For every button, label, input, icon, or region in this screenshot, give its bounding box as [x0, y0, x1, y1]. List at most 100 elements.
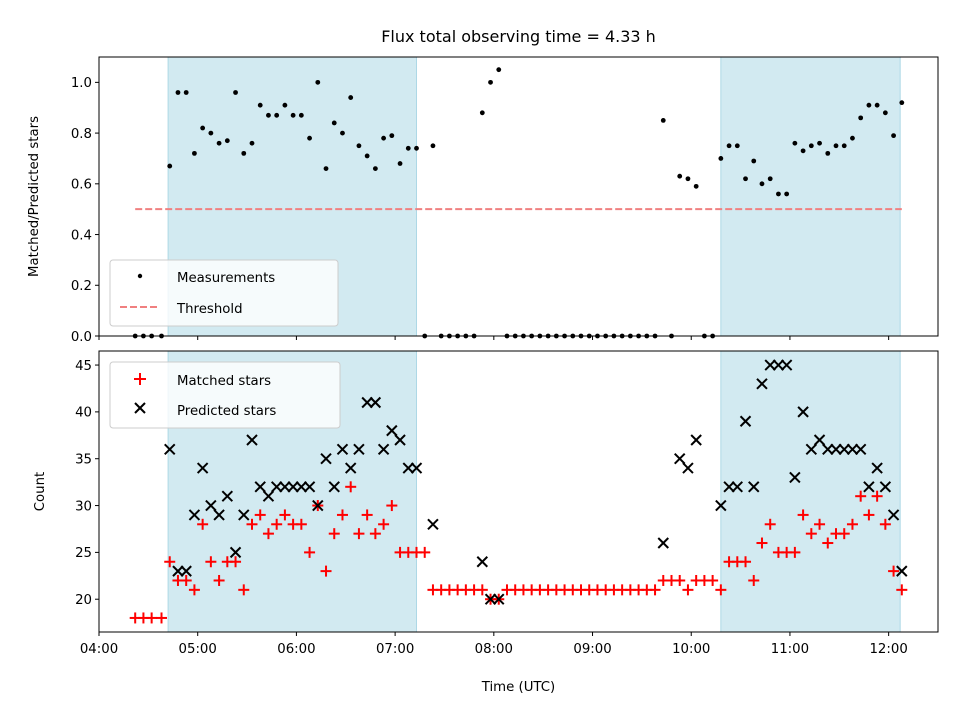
predicted-star-point: [229, 546, 242, 559]
predicted-star-point: [205, 499, 217, 512]
matched-star-point: [164, 556, 176, 568]
shaded-observing-window: [720, 56, 901, 337]
bottom-panel: 04:00 05:00 06:00 07:00 08:00 09:00 10:00 11:00…: [33, 350, 939, 695]
predicted-star-point: [386, 424, 398, 437]
predicted-star-point: [344, 462, 357, 474]
predicted-star-point: [254, 481, 266, 493]
y-tick-label: 25: [75, 546, 92, 561]
predicted-star-point: [789, 471, 801, 484]
predicted-star-point: [353, 443, 365, 456]
matched-star-point: [649, 584, 661, 596]
y-tick-label: 45: [75, 359, 92, 374]
measurement-point: [340, 130, 345, 136]
matched-star-point: [361, 509, 373, 521]
predicted-star-point: [756, 378, 768, 390]
matched-star-point: [764, 518, 776, 530]
predicted-star-point: [221, 490, 234, 502]
predicted-star-point: [312, 499, 324, 512]
y-tick-label: 0.6: [71, 178, 92, 193]
predicted-star-point: [427, 518, 439, 530]
measurement-point: [290, 112, 296, 118]
predicted-star-point: [748, 481, 760, 493]
measurement-point: [397, 161, 403, 166]
matched-star-point: [246, 518, 258, 530]
predicted-star-point: [715, 499, 727, 512]
measurement-point: [743, 176, 748, 182]
matched-star-point: [740, 556, 752, 568]
measurement-point: [356, 143, 362, 149]
matched-star-point: [146, 612, 158, 624]
predicted-star-point: [328, 481, 340, 493]
measurement-point: [192, 150, 197, 156]
y-tick-label: 0.2: [71, 279, 92, 294]
x-tick-label: 04:00: [80, 642, 118, 657]
predicted-star-point: [822, 443, 834, 456]
predicted-star-point: [871, 462, 883, 474]
measurement-point: [381, 135, 387, 141]
predicted-star-point: [361, 396, 373, 409]
predicted-star-point: [410, 462, 423, 474]
measurement-point: [808, 143, 814, 149]
predicted-star-point: [854, 443, 867, 456]
predicted-star-point: [887, 509, 900, 521]
matched-star-point: [888, 565, 900, 577]
matched-star-point: [756, 537, 768, 549]
matched-star-point: [328, 528, 340, 540]
measurement-point: [825, 150, 831, 156]
predicted-star-point: [739, 415, 752, 427]
measurement-point: [233, 90, 238, 95]
bottom-panel-y-label: Count: [33, 472, 48, 512]
matched-star-point: [715, 584, 727, 596]
measurement-point: [891, 133, 896, 139]
measurement-point: [224, 138, 230, 144]
predicted-star-point: [188, 509, 201, 521]
top-panel-legend: Measurements Threshold: [109, 259, 339, 327]
measurement-point: [833, 143, 839, 149]
matched-star-point: [197, 518, 209, 530]
predicted-star-point: [731, 481, 744, 493]
measurement-point: [479, 110, 485, 116]
matched-star-point: [262, 528, 274, 540]
measurement-point: [693, 183, 699, 189]
matched-star-point: [238, 584, 250, 596]
y-tick-label: 20: [75, 593, 92, 608]
predicted-star-point: [797, 406, 809, 418]
predicted-star-point: [172, 565, 184, 577]
predicted-star-point: [780, 359, 793, 371]
matched-star-point: [378, 518, 390, 530]
measurement-point: [496, 67, 502, 73]
matched-star-point: [369, 528, 381, 540]
measurement-point: [167, 163, 173, 169]
bottom-panel-x-label: Time (UTC): [481, 680, 556, 695]
predicted-star-point: [303, 481, 316, 493]
x-tick-label: 09:00: [573, 642, 611, 657]
measurement-point: [257, 102, 263, 108]
legend-measurements-label: Measurements: [177, 271, 275, 286]
measurement-point: [331, 120, 337, 126]
measurement-point: [882, 110, 888, 116]
legend-box: [109, 259, 339, 327]
measurement-point: [850, 135, 855, 141]
predicted-star-point: [279, 481, 291, 493]
matched-star-point: [707, 574, 719, 586]
predicted-star-point: [320, 453, 332, 465]
matched-star-point: [419, 546, 431, 558]
predicted-star-point: [196, 462, 209, 474]
y-tick-label: 0.8: [71, 127, 92, 142]
legend-threshold-label: Threshold: [176, 302, 243, 317]
matched-star-point: [789, 546, 801, 558]
legend-matched-label: Matched stars: [177, 374, 271, 389]
measurement-point: [389, 133, 395, 139]
measurement-point: [315, 79, 321, 85]
top-panel-y-label: Matched/Predicted stars: [27, 116, 42, 277]
measurement-point: [241, 150, 247, 156]
legend-measurements-marker: [137, 273, 143, 279]
predicted-star-point: [863, 481, 875, 493]
bottom-panel-legend: Matched stars Predicted stars: [109, 361, 341, 429]
predicted-star-point: [287, 481, 299, 493]
matched-star-point: [188, 584, 200, 596]
matched-star-point: [682, 584, 694, 596]
matched-star-point: [386, 500, 398, 512]
x-tick-label: 10:00: [672, 642, 710, 657]
predicted-star-point: [772, 359, 785, 371]
